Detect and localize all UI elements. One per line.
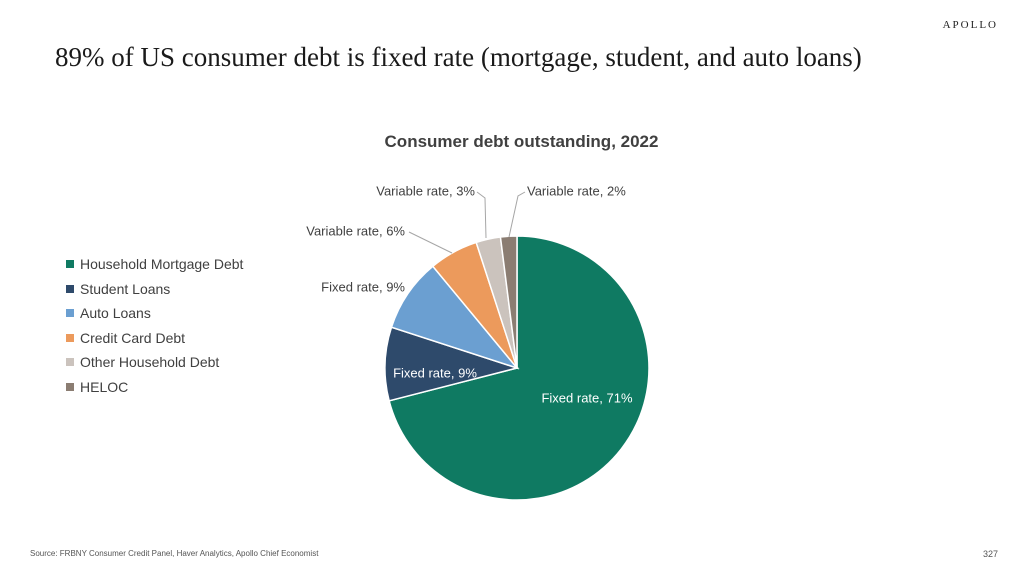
legend-swatch-mortgage xyxy=(66,260,74,269)
chart-title: Consumer debt outstanding, 2022 xyxy=(384,132,659,151)
data-label-student-loans: Fixed rate, 9% xyxy=(393,365,477,380)
brand-logo: APOLLO xyxy=(942,19,998,31)
legend-swatch-auto-loans xyxy=(66,309,74,318)
source-note: Source: FRBNY Consumer Credit Panel, Hav… xyxy=(30,549,319,558)
legend-label-student-loans: Student Loans xyxy=(80,280,171,297)
legend-label-credit-card: Credit Card Debt xyxy=(80,329,186,346)
legend-item-student-loans: Student Loans xyxy=(66,277,243,302)
legend-label-mortgage: Household Mortgage Debt xyxy=(80,256,244,273)
data-label-mortgage: Fixed rate, 71% xyxy=(541,390,632,405)
legend-label-heloc: HELOC xyxy=(80,378,129,395)
chart-legend: Household Mortgage Debt Student Loans Au… xyxy=(66,252,243,399)
legend-item-auto-loans: Auto Loans xyxy=(66,301,243,326)
legend-item-heloc: HELOC xyxy=(66,375,243,400)
data-label-auto-loans: Fixed rate, 9% xyxy=(321,279,405,294)
legend-swatch-student-loans xyxy=(66,284,74,293)
legend-label-auto-loans: Auto Loans xyxy=(80,305,151,322)
legend-item-credit-card: Credit Card Debt xyxy=(66,326,243,351)
legend-swatch-other-household xyxy=(66,358,74,367)
legend-swatch-heloc xyxy=(66,382,74,391)
legend-item-other-household: Other Household Debt xyxy=(66,350,243,375)
legend-swatch-credit-card xyxy=(66,333,74,342)
legend-label-other-household: Other Household Debt xyxy=(80,354,220,371)
leader-line-credit-card xyxy=(408,231,453,254)
page-title: 89% of US consumer debt is fixed rate (m… xyxy=(55,42,862,72)
legend-item-mortgage: Household Mortgage Debt xyxy=(66,252,243,277)
data-label-heloc: Variable rate, 2% xyxy=(527,183,626,198)
data-label-credit-card: Variable rate, 6% xyxy=(306,223,405,238)
leader-line-heloc xyxy=(508,191,526,238)
leader-line-other-household xyxy=(476,191,487,239)
data-label-other-household: Variable rate, 3% xyxy=(376,183,475,198)
page-number: 327 xyxy=(982,549,998,559)
